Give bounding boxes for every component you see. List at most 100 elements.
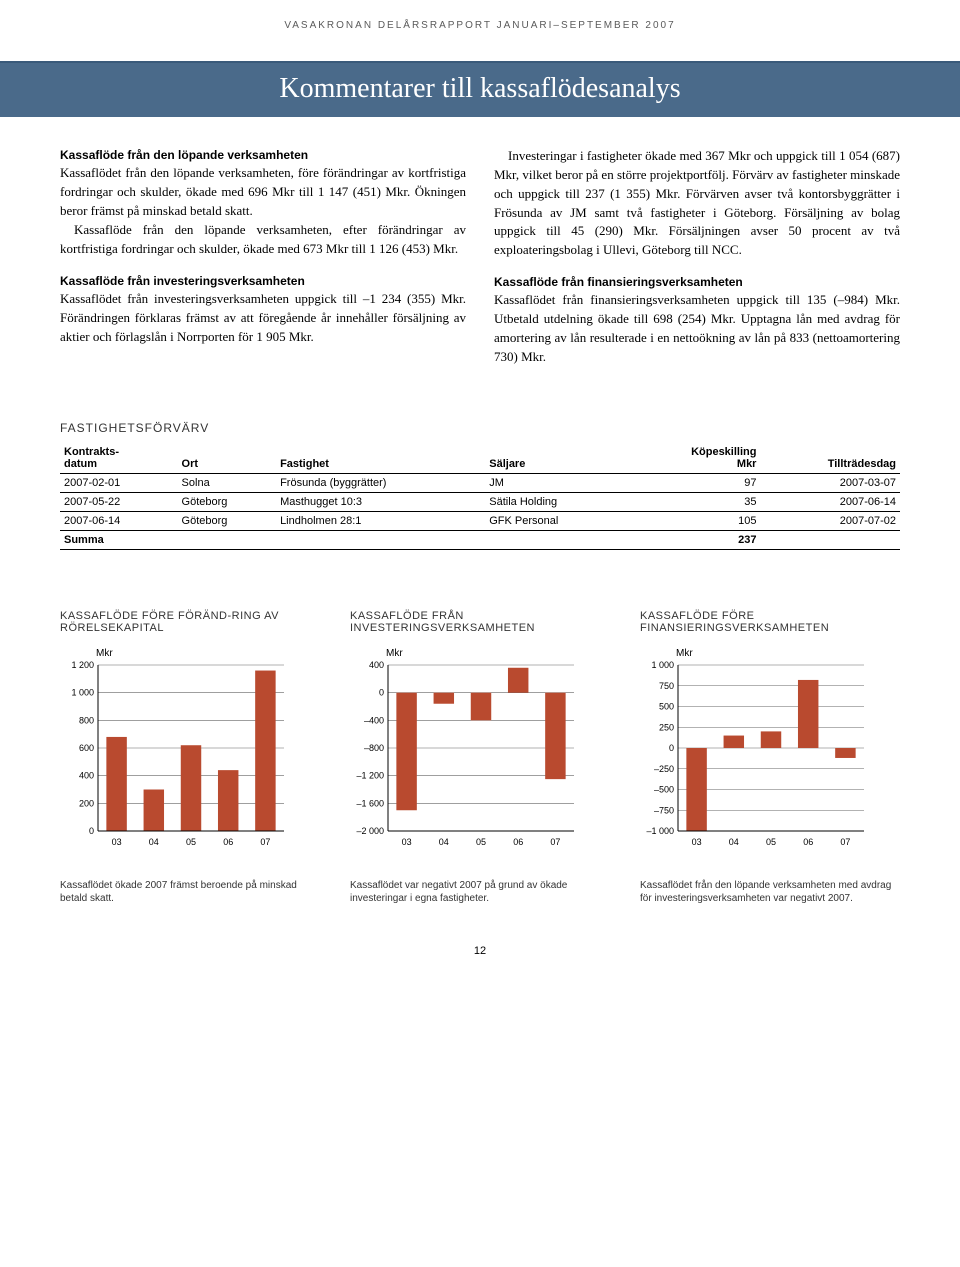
table-cell: 105 bbox=[626, 511, 760, 530]
chart-2-unit: Mkr bbox=[386, 648, 610, 659]
section-4-text: Kassaflödet från finansieringsverksamhet… bbox=[494, 292, 900, 364]
svg-text:07: 07 bbox=[260, 837, 270, 847]
section-4-label: Kassaflöde från finansieringsverksamhete… bbox=[494, 274, 900, 291]
svg-text:03: 03 bbox=[402, 837, 412, 847]
table-cell: 35 bbox=[626, 492, 760, 511]
svg-text:–250: –250 bbox=[654, 763, 674, 773]
svg-text:750: 750 bbox=[659, 680, 674, 690]
table-cell: GFK Personal bbox=[485, 511, 626, 530]
svg-text:03: 03 bbox=[692, 837, 702, 847]
svg-text:04: 04 bbox=[149, 837, 159, 847]
table-cell: JM bbox=[485, 473, 626, 492]
table-header-row: Kontrakts-datum Ort Fastighet Säljare Kö… bbox=[60, 443, 900, 474]
svg-text:500: 500 bbox=[659, 701, 674, 711]
section-1-text: Kassaflödet från den löpande verksamhete… bbox=[60, 165, 466, 218]
sum-value: 237 bbox=[626, 530, 760, 549]
section-1-label: Kassaflöde från den löpande verksamheten bbox=[60, 147, 466, 164]
chart-1-block: KASSAFLÖDE FÖRE FÖRÄND-RING AV RÖRELSEKA… bbox=[60, 610, 320, 905]
page-number: 12 bbox=[60, 945, 900, 957]
table-row: 2007-06-14GöteborgLindholmen 28:1GFK Per… bbox=[60, 511, 900, 530]
svg-text:0: 0 bbox=[379, 687, 384, 697]
svg-text:1 200: 1 200 bbox=[71, 660, 94, 670]
chart-2-caption: Kassaflödet var negativt 2007 på grund a… bbox=[350, 879, 610, 905]
table-cell: 2007-06-14 bbox=[60, 511, 178, 530]
svg-text:05: 05 bbox=[766, 837, 776, 847]
th-property: Fastighet bbox=[276, 443, 485, 474]
chart-3-block: KASSAFLÖDE FÖRE FINANSIERINGSVERKSAMHETE… bbox=[640, 610, 900, 905]
document-header: VASAKRONAN DELÅRSRAPPORT JANUARI–SEPTEMB… bbox=[60, 20, 900, 31]
svg-text:600: 600 bbox=[79, 743, 94, 753]
th-seller: Säljare bbox=[485, 443, 626, 474]
sum-label: Summa bbox=[60, 530, 178, 549]
svg-text:1 000: 1 000 bbox=[71, 687, 94, 697]
chart-3-caption: Kassaflödet från den löpande verksamhete… bbox=[640, 879, 900, 905]
table-cell bbox=[760, 530, 900, 549]
section-3-indent: Investeringar i fastigheter ökade med 36… bbox=[494, 147, 900, 260]
chart-3-unit: Mkr bbox=[676, 648, 900, 659]
svg-text:1 000: 1 000 bbox=[651, 660, 674, 670]
table-row: 2007-05-22GöteborgMasthugget 10:3Sätila … bbox=[60, 492, 900, 511]
svg-text:03: 03 bbox=[112, 837, 122, 847]
charts-row: KASSAFLÖDE FÖRE FÖRÄND-RING AV RÖRELSEKA… bbox=[60, 610, 900, 905]
table-row: 2007-02-01SolnaFrösunda (byggrätter)JM97… bbox=[60, 473, 900, 492]
table-cell: Göteborg bbox=[178, 511, 277, 530]
svg-text:07: 07 bbox=[840, 837, 850, 847]
svg-text:05: 05 bbox=[476, 837, 486, 847]
table-cell: 2007-02-01 bbox=[60, 473, 178, 492]
svg-text:04: 04 bbox=[439, 837, 449, 847]
svg-text:–750: –750 bbox=[654, 805, 674, 815]
section-2-text: Kassaflödet från investeringsverksamhete… bbox=[60, 291, 466, 344]
table-cell: Göteborg bbox=[178, 492, 277, 511]
chart-1-svg: 0 200 400 600 800 1 000 1 200 03 04 05 06 07 bbox=[60, 659, 290, 849]
chart-3-svg: –1 000 –750 –500 –250 0 250 500 750 1 000 03 04 05 0… bbox=[640, 659, 870, 849]
table-cell bbox=[485, 530, 626, 549]
table-cell: Solna bbox=[178, 473, 277, 492]
chart-3-title: KASSAFLÖDE FÖRE FINANSIERINGSVERKSAMHETE… bbox=[640, 610, 900, 642]
svg-text:–1 000: –1 000 bbox=[646, 826, 674, 836]
svg-text:04: 04 bbox=[729, 837, 739, 847]
svg-text:06: 06 bbox=[513, 837, 523, 847]
svg-text:200: 200 bbox=[79, 798, 94, 808]
svg-text:07: 07 bbox=[550, 837, 560, 847]
svg-text:06: 06 bbox=[803, 837, 813, 847]
th-access: Tillträdesdag bbox=[760, 443, 900, 474]
svg-text:–1 600: –1 600 bbox=[356, 798, 384, 808]
svg-text:–1 200: –1 200 bbox=[356, 770, 384, 780]
table-title: FASTIGHETSFÖRVÄRV bbox=[60, 421, 900, 435]
svg-text:250: 250 bbox=[659, 722, 674, 732]
svg-text:05: 05 bbox=[186, 837, 196, 847]
table-cell bbox=[276, 530, 485, 549]
chart-1-title: KASSAFLÖDE FÖRE FÖRÄND-RING AV RÖRELSEKA… bbox=[60, 610, 320, 642]
page-title: Kommentarer till kassaflödesanalys bbox=[0, 73, 960, 105]
body-text: Kassaflöde från den löpande verksamheten… bbox=[60, 147, 900, 371]
svg-text:0: 0 bbox=[669, 743, 674, 753]
acquisitions-table: Kontrakts-datum Ort Fastighet Säljare Kö… bbox=[60, 443, 900, 550]
section-2-label: Kassaflöde från investeringsverksamheten bbox=[60, 273, 466, 290]
table-cell: 2007-07-02 bbox=[760, 511, 900, 530]
svg-text:–800: –800 bbox=[364, 743, 384, 753]
svg-text:06: 06 bbox=[223, 837, 233, 847]
table-cell: Sätila Holding bbox=[485, 492, 626, 511]
chart-2-block: KASSAFLÖDE FRÅN INVESTERINGSVERKSAMHETEN… bbox=[350, 610, 610, 905]
table-cell: 2007-03-07 bbox=[760, 473, 900, 492]
section-1-indent: Kassaflöde från den löpande verksamheten… bbox=[60, 221, 466, 259]
table-cell: 2007-05-22 bbox=[60, 492, 178, 511]
svg-text:800: 800 bbox=[79, 715, 94, 725]
svg-text:0: 0 bbox=[89, 826, 94, 836]
svg-text:–2 000: –2 000 bbox=[356, 826, 384, 836]
th-city: Ort bbox=[178, 443, 277, 474]
svg-text:–500: –500 bbox=[654, 784, 674, 794]
th-price: KöpeskillingMkr bbox=[626, 443, 760, 474]
chart-1-caption: Kassaflödet ökade 2007 främst beroende p… bbox=[60, 879, 320, 905]
svg-text:400: 400 bbox=[369, 660, 384, 670]
chart-1-unit: Mkr bbox=[96, 648, 320, 659]
table-cell: Masthugget 10:3 bbox=[276, 492, 485, 511]
chart-2-title: KASSAFLÖDE FRÅN INVESTERINGSVERKSAMHETEN bbox=[350, 610, 610, 642]
svg-text:400: 400 bbox=[79, 770, 94, 780]
table-cell bbox=[178, 530, 277, 549]
svg-text:–400: –400 bbox=[364, 715, 384, 725]
table-cell: Lindholmen 28:1 bbox=[276, 511, 485, 530]
table-cell: 97 bbox=[626, 473, 760, 492]
chart-2-svg: –2 000 –1 600 –1 200 –800 –400 0 400 03 04 05 06 07 bbox=[350, 659, 580, 849]
table-sum-row: Summa 237 bbox=[60, 530, 900, 549]
